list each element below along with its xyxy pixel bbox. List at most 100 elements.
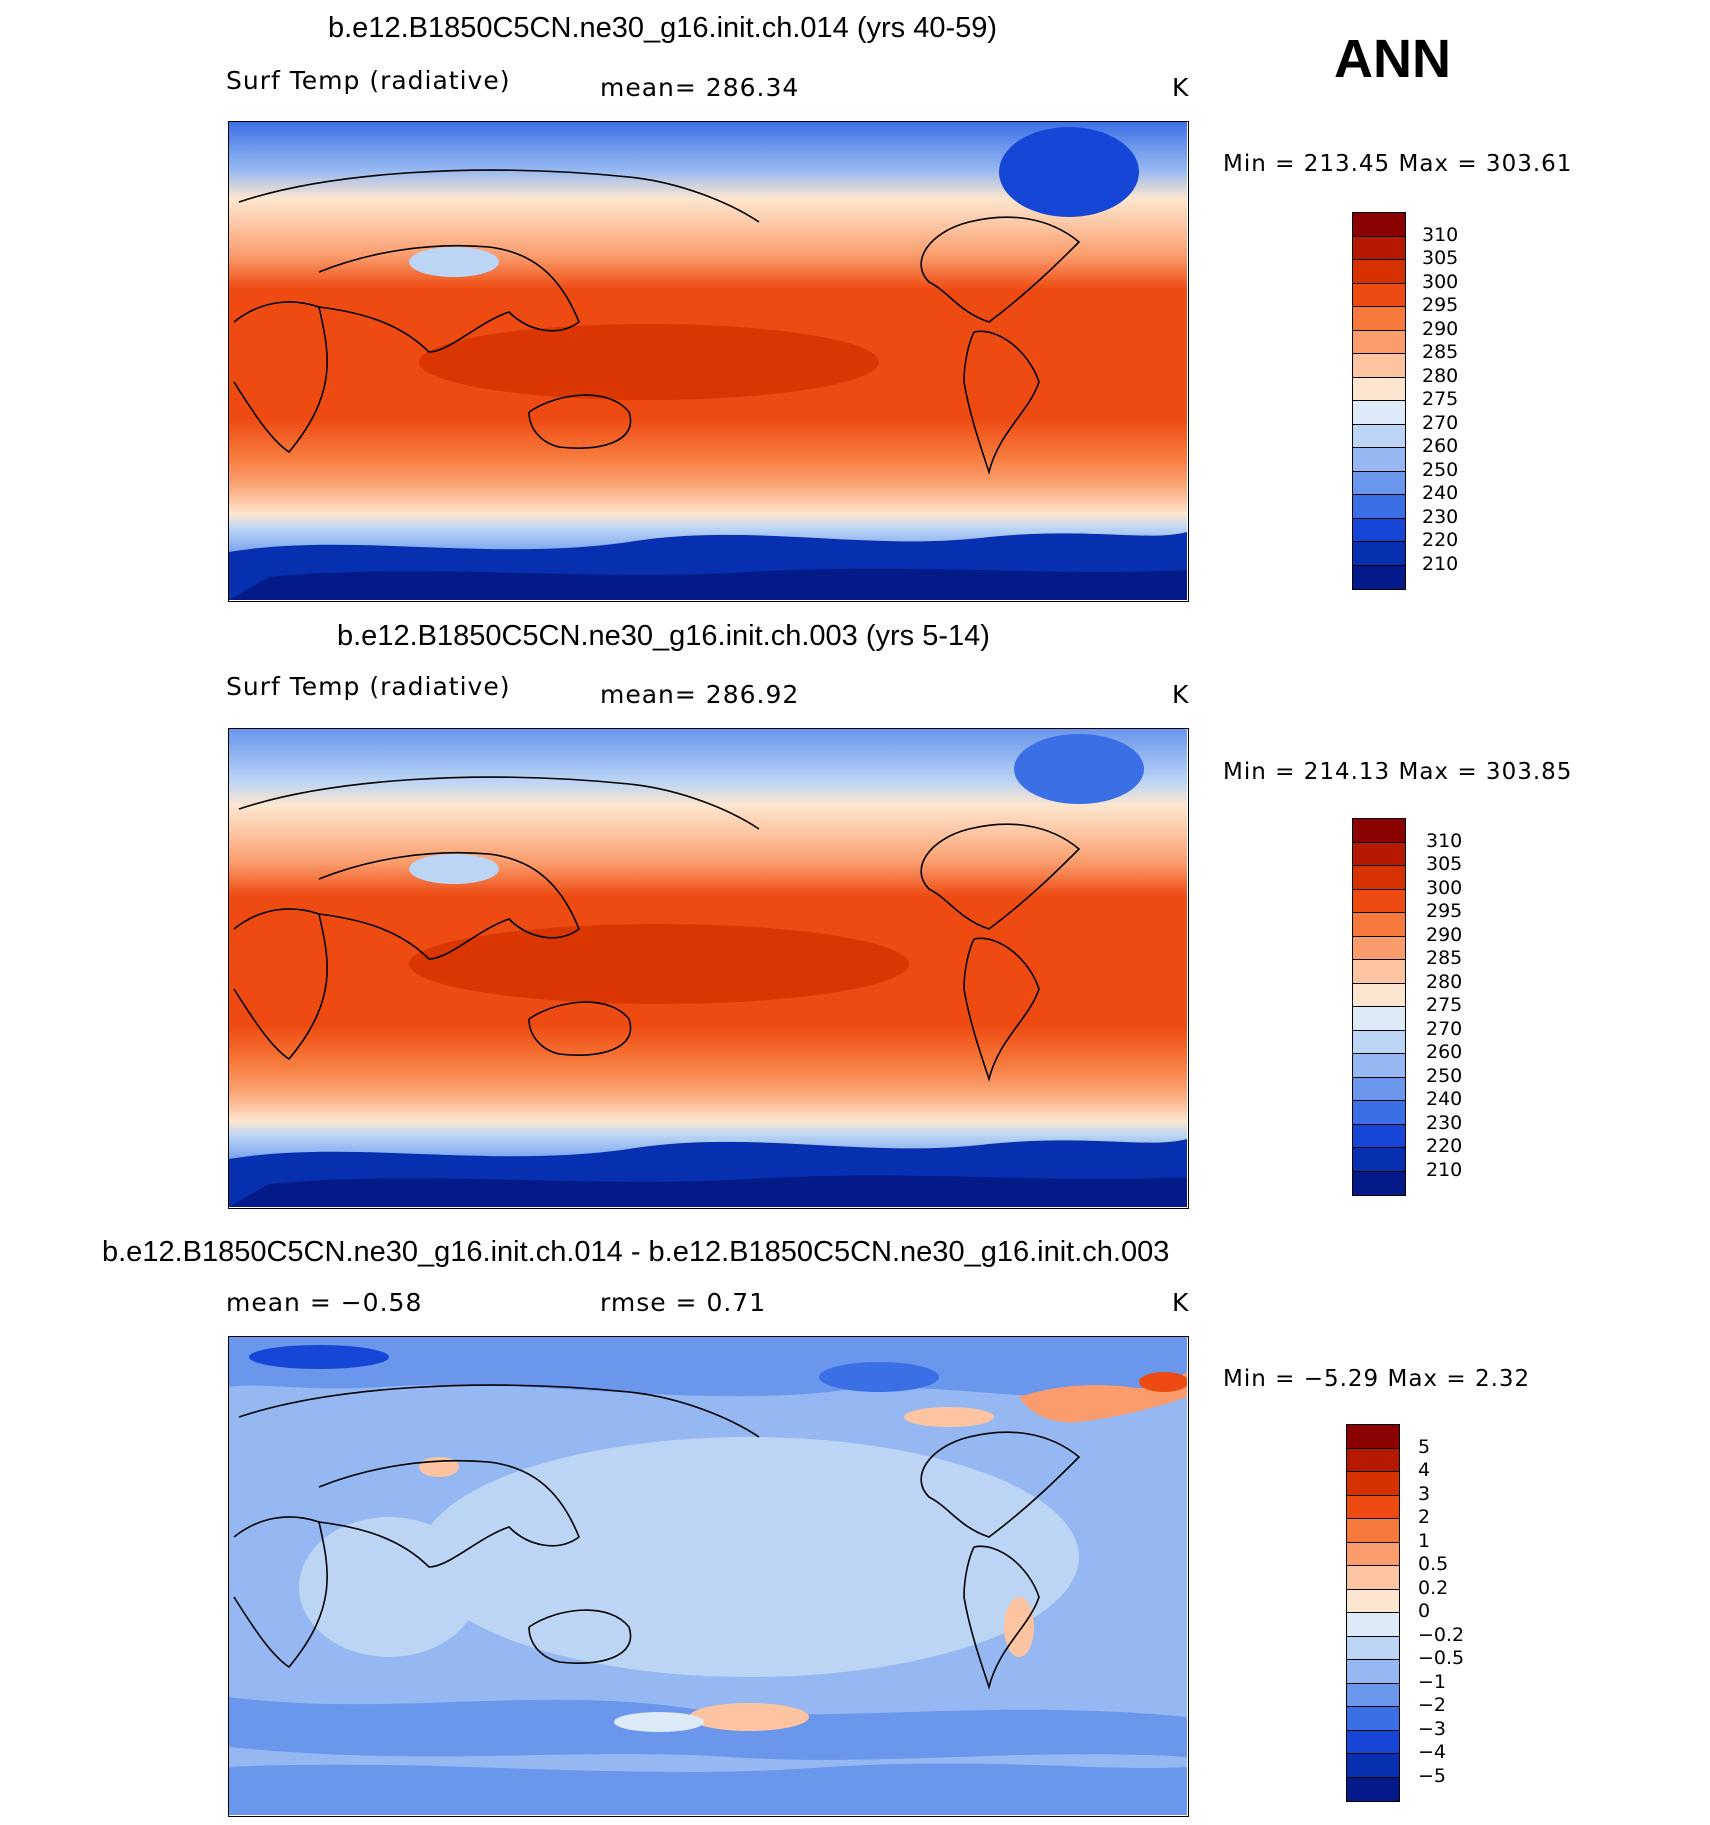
panel-3-rmse-label: rmse = 0.71 (600, 1288, 767, 1317)
panel-1-colorbar-swatch (1353, 565, 1405, 589)
colorbar-tick-label: 270 (1422, 411, 1459, 434)
colorbar-tick-label: 285 (1422, 341, 1459, 363)
panel-1-colorbar-swatch (1353, 424, 1405, 448)
colorbar-tick-label: 0.5 (1418, 1553, 1449, 1575)
panel-1-colorbar-swatch (1353, 518, 1405, 542)
panel-2-colorbar-swatch (1353, 936, 1405, 960)
colorbar-tick-label: 210 (1422, 552, 1459, 575)
panel-1-map (228, 121, 1189, 602)
panel-3-units-label: K (1172, 1288, 1190, 1317)
panel-1-colorbar-swatch (1353, 330, 1405, 354)
panel-2-variable-label: Surf Temp (radiative) (226, 672, 511, 701)
colorbar-tick-label: 280 (1422, 364, 1459, 387)
colorbar-tick-label: 260 (1426, 1041, 1463, 1063)
colorbar-tick-label: 285 (1426, 947, 1463, 969)
panel-3-minmax-label: Min = −5.29 Max = 2.32 (1223, 1366, 1531, 1392)
panel-2-colorbar-swatch (1353, 960, 1405, 984)
panel-2-colorbar-swatch (1353, 983, 1405, 1007)
colorbar-tick-label: 275 (1422, 388, 1459, 410)
panel-3-colorbar-swatch (1347, 1613, 1399, 1637)
panel-2-colorbar (1352, 818, 1406, 1196)
colorbar-tick-label: 280 (1426, 970, 1463, 993)
panel-3-colorbar-swatch (1347, 1448, 1399, 1472)
panel-2-colorbar-swatch (1353, 1030, 1405, 1054)
panel-2-map (228, 728, 1189, 1209)
panel-1-units-label: K (1172, 73, 1190, 102)
panel-3-difference-field (229, 1337, 1187, 1815)
panel-2-colorbar-swatch (1353, 1148, 1405, 1172)
panel-3-colorbar-swatch (1347, 1754, 1399, 1778)
panel-1-title: b.e12.B1850C5CN.ne30_g16.init.ch.014 (yr… (328, 12, 998, 44)
panel-3-colorbar-swatch (1347, 1777, 1399, 1801)
colorbar-tick-label: −0.5 (1418, 1647, 1465, 1669)
panel-1-colorbar-swatch (1353, 377, 1405, 401)
panel-2-colorbar-swatch (1353, 889, 1405, 913)
colorbar-tick-label: 310 (1422, 223, 1459, 246)
colorbar-tick-label: 230 (1422, 505, 1459, 528)
panel-2-colorbar-swatch (1353, 1101, 1405, 1125)
panel-1-colorbar-swatch (1353, 495, 1405, 519)
colorbar-tick-label: 240 (1422, 482, 1459, 504)
panel-2-colorbar-swatch (1353, 866, 1405, 890)
panel-1-colorbar-swatch (1353, 260, 1405, 284)
panel-1-temperature-field (229, 122, 1187, 600)
panel-2-mean-label: mean= 286.92 (600, 680, 800, 709)
panel-2-colorbar-swatch (1353, 1077, 1405, 1101)
colorbar-tick-label: 250 (1426, 1064, 1463, 1087)
colorbar-tick-label: 240 (1426, 1088, 1463, 1110)
panel-1-colorbar-swatch (1353, 283, 1405, 307)
panel-3-colorbar-swatch (1347, 1730, 1399, 1754)
panel-3-mean-label: mean = −0.58 (226, 1288, 423, 1317)
panel-1-mean-label: mean= 286.34 (600, 73, 800, 102)
panel-3-colorbar-swatch (1347, 1636, 1399, 1660)
colorbar-tick-label: 310 (1426, 829, 1463, 852)
panel-1-colorbar-swatch (1353, 448, 1405, 472)
colorbar-tick-label: 300 (1422, 270, 1459, 293)
colorbar-tick-label: 305 (1422, 247, 1459, 269)
panel-1-colorbar-swatch (1353, 542, 1405, 566)
panel-1-colorbar-swatch (1353, 213, 1405, 237)
panel-3-colorbar-swatch (1347, 1707, 1399, 1731)
panel-2-colorbar-swatch (1353, 1124, 1405, 1148)
colorbar-tick-label: 230 (1426, 1111, 1463, 1134)
colorbar-tick-label: −3 (1418, 1717, 1447, 1740)
colorbar-tick-label: 290 (1422, 317, 1459, 340)
colorbar-tick-label: 295 (1426, 900, 1463, 922)
colorbar-tick-label: 270 (1426, 1017, 1463, 1040)
colorbar-tick-label: 1 (1418, 1529, 1431, 1552)
panel-2-units-label: K (1172, 680, 1190, 709)
panel-3-colorbar-swatch (1347, 1472, 1399, 1496)
panel-2-colorbar-swatch (1353, 1054, 1405, 1078)
colorbar-tick-label: 295 (1422, 294, 1459, 316)
colorbar-tick-label: 275 (1426, 994, 1463, 1016)
colorbar-tick-label: −0.2 (1418, 1623, 1465, 1646)
panel-1-variable-label: Surf Temp (radiative) (226, 66, 511, 95)
colorbar-tick-label: −4 (1418, 1741, 1447, 1763)
panel-3-colorbar-swatch (1347, 1425, 1399, 1449)
colorbar-tick-label: −5 (1418, 1764, 1447, 1787)
panel-2-colorbar-swatch (1353, 1007, 1405, 1031)
colorbar-tick-label: 0 (1418, 1600, 1431, 1622)
colorbar-tick-label: 3 (1418, 1482, 1431, 1505)
colorbar-tick-label: 210 (1426, 1158, 1463, 1181)
panel-3-map (228, 1336, 1189, 1817)
colorbar-tick-label: 220 (1426, 1135, 1463, 1157)
panel-3-colorbar-swatch (1347, 1495, 1399, 1519)
panel-1-colorbar-swatch (1353, 354, 1405, 378)
panel-3-colorbar-swatch (1347, 1542, 1399, 1566)
panel-2-temperature-field (229, 729, 1187, 1207)
colorbar-tick-label: 220 (1422, 529, 1459, 551)
colorbar-tick-label: −1 (1418, 1670, 1447, 1693)
colorbar-tick-label: −2 (1418, 1694, 1447, 1716)
panel-3-colorbar-swatch (1347, 1683, 1399, 1707)
panel-1-colorbar-swatch (1353, 307, 1405, 331)
panel-1-colorbar (1352, 212, 1406, 590)
colorbar-tick-label: 305 (1426, 853, 1463, 875)
colorbar-tick-label: 290 (1426, 923, 1463, 946)
panel-1-colorbar-swatch (1353, 236, 1405, 260)
panel-3-title: b.e12.B1850C5CN.ne30_g16.init.ch.014 - b… (102, 1236, 1170, 1268)
panel-3-colorbar (1346, 1424, 1400, 1802)
season-label: ANN (1334, 29, 1451, 89)
panel-2-colorbar-swatch (1353, 819, 1405, 843)
colorbar-tick-label: 260 (1422, 435, 1459, 457)
